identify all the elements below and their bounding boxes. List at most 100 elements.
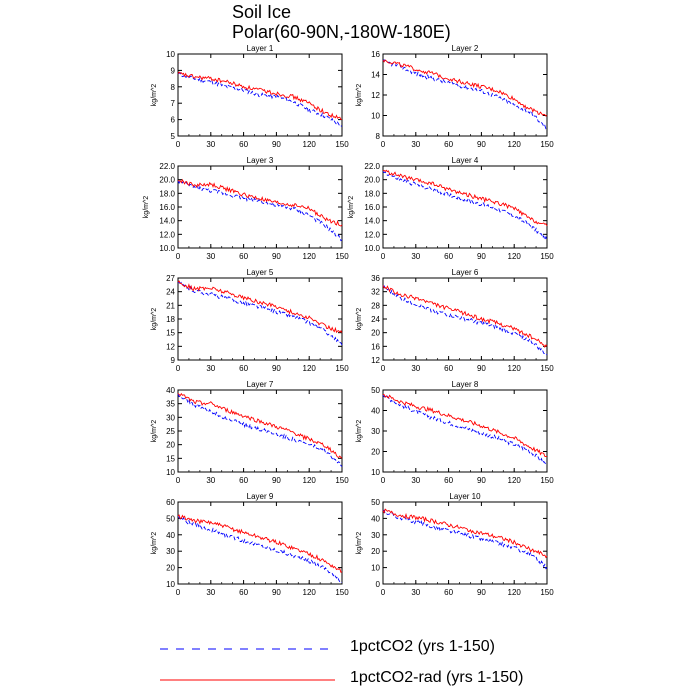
series-line-1pctco2	[177, 516, 343, 584]
legend-label-1pctco2-rad: 1pctCO2-rad (yrs 1-150)	[350, 669, 524, 686]
y-tick-label: 12.0	[159, 230, 175, 239]
y-tick-label: 15	[166, 329, 175, 338]
panel-layer-7: Layer 7 0 30 60 90 120 150 10 15 20 25 30 35 40 kg/m^2	[151, 380, 349, 485]
x-tick-label: 0	[176, 588, 181, 597]
series-line-1pctco2-rad	[177, 514, 343, 573]
y-tick-label: 5	[171, 132, 176, 141]
x-tick-label: 150	[335, 476, 349, 485]
x-tick-label: 30	[411, 364, 420, 373]
series-line-1pctco2-rad	[382, 59, 548, 117]
y-tick-label: 12	[166, 342, 175, 351]
x-tick-label: 150	[540, 364, 554, 373]
y-tick-label: 28	[371, 301, 380, 310]
series-line-1pctco2	[177, 393, 343, 467]
y-tick-label: 22.0	[364, 162, 380, 171]
y-tick-label: 8	[171, 83, 176, 92]
x-tick-label: 60	[444, 252, 453, 261]
y-tick-label: 20	[166, 564, 175, 573]
y-axis-label: kg/m^2	[151, 532, 158, 554]
series-line-1pctco2-rad	[177, 71, 343, 121]
panel-layer-9: Layer 9 0 30 60 90 120 150 10 20 30 40 50 60 kg/m^2	[151, 492, 349, 597]
panel-title: Layer 6	[452, 268, 479, 277]
x-tick-label: 90	[272, 140, 281, 149]
x-tick-label: 150	[335, 364, 349, 373]
y-axis-label: kg/m^2	[356, 532, 363, 554]
y-tick-label: 40	[371, 407, 380, 416]
x-tick-label: 150	[540, 588, 554, 597]
x-tick-label: 60	[444, 476, 453, 485]
y-tick-label: 36	[371, 274, 380, 283]
y-tick-label: 9	[171, 66, 176, 75]
y-tick-label: 50	[166, 514, 175, 523]
panel-title: Layer 1	[247, 44, 274, 53]
chart-title-line1: Soil Ice	[232, 2, 292, 22]
x-tick-label: 150	[540, 476, 554, 485]
y-tick-label: 6	[171, 116, 176, 125]
x-tick-label: 120	[508, 252, 522, 261]
y-tick-label: 18.0	[364, 189, 380, 198]
y-tick-label: 16	[371, 342, 380, 351]
chart-title-line2: Polar(60-90N,-180W-180E)	[232, 22, 451, 42]
panel-title: Layer 10	[449, 492, 481, 501]
y-axis-label: kg/m^2	[356, 420, 363, 442]
x-tick-label: 30	[411, 140, 420, 149]
plot-frame	[177, 53, 343, 137]
y-tick-label: 22.0	[159, 162, 175, 171]
y-tick-label: 21	[166, 301, 175, 310]
series-line-1pctco2	[382, 171, 548, 242]
panel-layer-5: Layer 5 0 30 60 90 120 150 9 12 15 18 21 24 27 kg/m^2	[151, 268, 349, 373]
x-tick-label: 30	[206, 140, 215, 149]
y-tick-label: 60	[166, 498, 175, 507]
plot-frame	[382, 501, 548, 585]
x-tick-label: 30	[206, 476, 215, 485]
x-tick-label: 30	[411, 476, 420, 485]
x-tick-label: 60	[239, 476, 248, 485]
panel-title: Layer 2	[452, 44, 479, 53]
x-tick-label: 90	[272, 588, 281, 597]
y-axis-label: kg/m^2	[151, 84, 158, 106]
plot-frame	[177, 277, 343, 361]
panel-layer-4: Layer 4 0 30 60 90 120 150 10.0 12.0 14.0 16.0 18.0…	[348, 156, 554, 261]
y-tick-label: 8	[376, 132, 381, 141]
panel-title: Layer 4	[452, 156, 479, 165]
panel-layer-6: Layer 6 0 30 60 90 120 150 12 16 20 24 28 32 36 kg/m^2	[356, 268, 554, 373]
panel-layer-10: Layer 10 0 30 60 90 120 150 0 10 20 30 40 50 kg/m^2	[356, 492, 554, 597]
x-tick-label: 90	[272, 364, 281, 373]
y-tick-label: 20	[371, 547, 380, 556]
y-tick-label: 15	[166, 454, 175, 463]
y-tick-label: 27	[166, 274, 175, 283]
x-tick-label: 120	[303, 476, 317, 485]
x-tick-label: 0	[381, 476, 386, 485]
x-tick-label: 150	[335, 252, 349, 261]
x-tick-label: 0	[176, 252, 181, 261]
y-tick-label: 12	[371, 91, 380, 100]
series-line-1pctco2-rad	[382, 285, 548, 348]
x-tick-label: 30	[411, 588, 420, 597]
x-tick-label: 0	[381, 588, 386, 597]
series-line-1pctco2	[382, 285, 548, 356]
y-tick-label: 30	[371, 427, 380, 436]
y-tick-label: 32	[371, 288, 380, 297]
series-line-1pctco2-rad	[382, 169, 548, 227]
y-tick-label: 25	[166, 427, 175, 436]
panel-layer-1: Layer 1 0 30 60 90 120 150 5 6 7 8 9 10 kg/m^2	[151, 44, 349, 149]
plot-frame	[382, 389, 548, 473]
panel-layer-3: Layer 3 0 30 60 90 120 150 10.0 12.0 14.0 16.0 18.0…	[143, 156, 349, 261]
x-tick-label: 120	[303, 588, 317, 597]
y-tick-label: 20.0	[364, 176, 380, 185]
series-line-1pctco2-rad	[177, 280, 343, 334]
y-tick-label: 16	[371, 50, 380, 59]
x-tick-label: 60	[444, 364, 453, 373]
x-tick-label: 120	[508, 476, 522, 485]
y-tick-label: 10	[166, 50, 175, 59]
y-axis-label: kg/m^2	[151, 420, 158, 442]
y-tick-label: 20.0	[159, 176, 175, 185]
y-tick-label: 7	[171, 99, 176, 108]
y-axis-label: kg/m^2	[151, 308, 158, 330]
x-tick-label: 30	[206, 364, 215, 373]
series-line-1pctco2-rad	[177, 178, 343, 227]
y-tick-label: 35	[166, 400, 175, 409]
y-axis-label: kg/m^2	[143, 196, 150, 218]
y-tick-label: 40	[166, 531, 175, 540]
x-tick-label: 90	[477, 364, 486, 373]
